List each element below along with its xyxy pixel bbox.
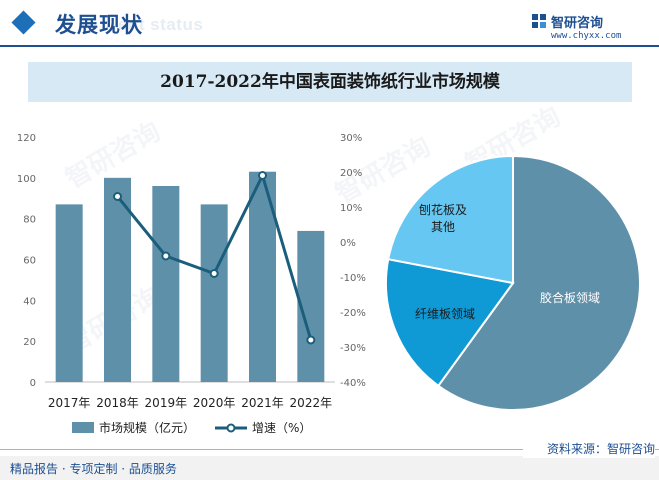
source-note: 资料来源：智研咨询 bbox=[523, 440, 655, 458]
growth-point bbox=[258, 171, 267, 180]
footer-bar bbox=[0, 456, 659, 480]
y-right-tick-label: 10% bbox=[340, 203, 362, 214]
x-tick-label: 2021年 bbox=[241, 396, 284, 410]
bar bbox=[152, 186, 180, 382]
y-right-tick-label: -40% bbox=[340, 378, 366, 389]
brand-url: www.chyxx.com bbox=[551, 31, 622, 41]
y-left-tick-label: 80 bbox=[23, 215, 36, 226]
chart-title-bar: 2017-2022年中国表面装饰纸行业市场规模 bbox=[28, 62, 632, 102]
bar bbox=[55, 204, 83, 382]
y-left-tick-label: 0 bbox=[30, 378, 36, 389]
y-right-tick-label: 30% bbox=[340, 133, 362, 144]
brand-logo-block: 智研咨询 www.chyxx.com bbox=[531, 10, 641, 44]
y-left-tick-label: 20 bbox=[23, 337, 36, 348]
x-tick-label: 2020年 bbox=[193, 396, 236, 410]
footer-slogan: 精品报告 · 专项定制 · 品质服务 bbox=[10, 462, 177, 476]
section-header: ent status 发展现状 智研咨询 www.chyxx.com bbox=[0, 0, 659, 47]
pie-slice bbox=[385, 258, 515, 388]
x-tick-label: 2017年 bbox=[48, 396, 91, 410]
footer-divider bbox=[0, 449, 659, 450]
bar bbox=[200, 204, 228, 382]
growth-point bbox=[306, 335, 316, 345]
pie-label: 其他 bbox=[431, 220, 455, 234]
header-divider bbox=[0, 45, 659, 47]
bar bbox=[104, 177, 131, 382]
brand-name: 智研咨询 bbox=[551, 16, 604, 31]
brand-logo-icon bbox=[532, 14, 546, 28]
legend-bar-swatch bbox=[72, 422, 94, 433]
y-left-tick-label: 40 bbox=[23, 296, 36, 307]
x-tick-label: 2022年 bbox=[290, 396, 333, 410]
legend-bar-label: 市场规模（亿元） bbox=[99, 420, 195, 435]
y-right-tick-label: -20% bbox=[340, 308, 366, 319]
growth-point bbox=[161, 251, 171, 261]
pie-label: 刨花板及 bbox=[419, 202, 467, 217]
y-right-tick-label: 0% bbox=[340, 238, 356, 249]
pie-label: 纤维板领域 bbox=[415, 307, 475, 321]
y-left-tick-label: 60 bbox=[23, 256, 36, 267]
x-tick-label: 2019年 bbox=[145, 396, 188, 410]
chart-title: 2017-2022年中国表面装饰纸行业市场规模 bbox=[160, 72, 500, 92]
pie-slice bbox=[387, 154, 514, 285]
y-right-tick-label: 20% bbox=[340, 168, 362, 179]
pie-slice bbox=[436, 154, 641, 411]
legend-line-marker bbox=[226, 423, 236, 433]
y-left-tick-label: 100 bbox=[17, 174, 36, 185]
growth-point bbox=[209, 269, 219, 278]
pie-label: 胶合板领域 bbox=[540, 290, 600, 305]
y-right-tick-label: -10% bbox=[340, 273, 366, 284]
x-tick-label: 2018年 bbox=[96, 396, 139, 410]
y-right-tick-label: -30% bbox=[340, 343, 366, 354]
header-subtitle: ent status bbox=[118, 15, 204, 34]
header-title: 发展现状 bbox=[55, 13, 143, 37]
growth-point bbox=[113, 192, 122, 201]
y-left-tick-label: 120 bbox=[17, 133, 36, 144]
legend-line-label: 增速（%） bbox=[252, 421, 311, 435]
